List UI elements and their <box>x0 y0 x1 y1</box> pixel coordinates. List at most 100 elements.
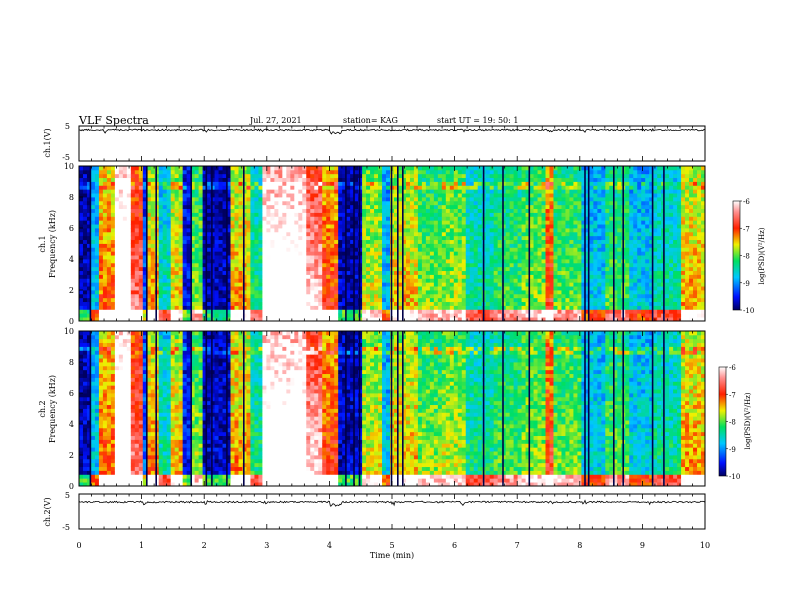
spectrogram-cell <box>166 297 172 303</box>
spectrogram-cell <box>254 297 259 303</box>
spectrogram-cell <box>122 204 128 210</box>
spectrogram-cell <box>274 243 279 248</box>
spectrogram-cell <box>134 173 140 179</box>
spectrogram-cell <box>445 251 451 256</box>
spectrogram-cell <box>90 231 96 237</box>
spectrogram-cell <box>314 200 319 206</box>
spectrogram-cell <box>234 200 239 206</box>
spectrogram-cell <box>262 270 267 275</box>
spectrogram-cell <box>461 247 467 252</box>
spectrogram-cell <box>473 185 479 190</box>
spectrogram-cell <box>182 301 188 306</box>
spectrogram-cell <box>134 235 140 241</box>
spectrogram-cell <box>517 286 522 291</box>
spectrogram-cell <box>206 305 211 310</box>
spectrogram-cell <box>266 255 271 260</box>
spectrogram-cell <box>393 293 399 299</box>
spectrogram-cell <box>553 243 558 248</box>
spectrogram-cell <box>465 243 471 248</box>
ytick-label: 5 <box>65 122 70 131</box>
spectrogram-cell <box>370 204 375 210</box>
spectrogram-cell <box>425 282 431 287</box>
spectrogram-cell <box>362 220 367 225</box>
spectrogram-cell <box>258 317 263 322</box>
spectrogram-cell <box>477 270 483 275</box>
spectrogram-cell <box>79 309 84 314</box>
spectrogram-cell <box>477 259 483 264</box>
spectrogram-cell <box>465 301 471 306</box>
spectrogram-cell <box>174 185 180 190</box>
spectrogram-cell <box>354 243 359 248</box>
spectrogram-cell <box>198 208 204 213</box>
spectrogram-cell <box>254 301 259 306</box>
spectrogram-cell <box>166 181 172 186</box>
spectrogram-cell <box>501 181 507 186</box>
spectrogram-cell <box>110 204 116 210</box>
spectrogram-cell <box>182 185 188 190</box>
spectrogram-cell <box>158 193 164 198</box>
spectrogram-cell <box>322 197 327 202</box>
spectrogram-cell <box>318 266 323 272</box>
spectrogram-cell <box>429 243 435 248</box>
spectrogram-cell <box>537 181 542 186</box>
spectrogram-cell <box>449 266 455 272</box>
spectrogram-cell <box>485 255 491 260</box>
spectrogram-cell <box>310 235 315 241</box>
spectrogram-cell <box>142 166 148 171</box>
spectrogram-cell <box>378 247 383 252</box>
spectrogram-cell <box>382 290 387 295</box>
spectrogram-cell <box>226 278 231 283</box>
spectrogram-cell <box>553 228 558 233</box>
spectrogram-cell <box>513 200 518 206</box>
spectrogram-cell <box>529 282 534 287</box>
spectrogram-cell <box>114 166 120 171</box>
spectrogram-cell <box>270 278 275 283</box>
spectrogram-cell <box>250 286 255 291</box>
spectrogram-cell <box>122 173 128 179</box>
spectrogram-cell <box>505 278 511 283</box>
spectrogram-cell <box>529 235 534 241</box>
spectrogram-cell <box>134 239 140 244</box>
spectrogram-cell <box>374 255 379 260</box>
spectrogram-cell <box>529 228 534 233</box>
spectrogram-cell <box>453 235 459 241</box>
spectrogram-cell <box>258 166 263 171</box>
spectrogram-cell <box>521 216 526 221</box>
spectrogram-cell <box>386 313 391 318</box>
spectrogram-cell <box>382 239 387 244</box>
spectrogram-cell <box>473 216 479 221</box>
spectrogram-cell <box>326 208 331 213</box>
spectrogram-cell <box>190 169 196 175</box>
spectrogram-cell <box>489 290 495 295</box>
spectrogram-cell <box>473 197 479 202</box>
spectrogram-cell <box>557 193 562 198</box>
spectrogram-cell <box>146 220 152 225</box>
spectrogram-cell <box>286 189 291 194</box>
spectrogram-cell <box>537 297 542 303</box>
spectrogram-cell <box>146 239 152 244</box>
spectrogram-cell <box>505 224 511 229</box>
spectrogram-cell <box>202 193 207 198</box>
spectrogram-cell <box>210 243 215 248</box>
spectrogram-cell <box>110 169 116 175</box>
spectrogram-cell <box>529 290 534 295</box>
spectrogram-cell <box>537 200 542 206</box>
spectrogram-cell <box>413 297 419 303</box>
spectrogram-cell <box>298 255 303 260</box>
spectrogram-cell <box>338 259 343 264</box>
spectrogram-cell <box>282 297 287 303</box>
spectrogram-cell <box>525 216 530 221</box>
spectrogram-cell <box>409 239 415 244</box>
spectrogram-cell <box>401 309 407 314</box>
spectrogram-cell <box>545 224 550 229</box>
spectrogram-cell <box>453 247 459 252</box>
spectrogram-cell <box>338 286 343 291</box>
spectrogram-cell <box>545 220 550 225</box>
spectrogram-cell <box>489 243 495 248</box>
spectrogram-cell <box>441 169 447 175</box>
spectrogram-cell <box>122 220 128 225</box>
spectrogram-cell <box>557 262 562 268</box>
spectrogram-cell <box>509 193 515 198</box>
spectrogram-cell <box>142 286 148 291</box>
spectrogram-cell <box>146 309 152 314</box>
